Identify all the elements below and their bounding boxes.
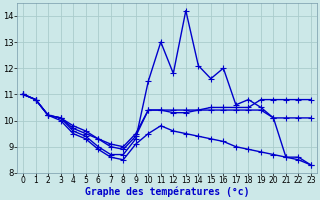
X-axis label: Graphe des températures (°c): Graphe des températures (°c): [85, 187, 249, 197]
